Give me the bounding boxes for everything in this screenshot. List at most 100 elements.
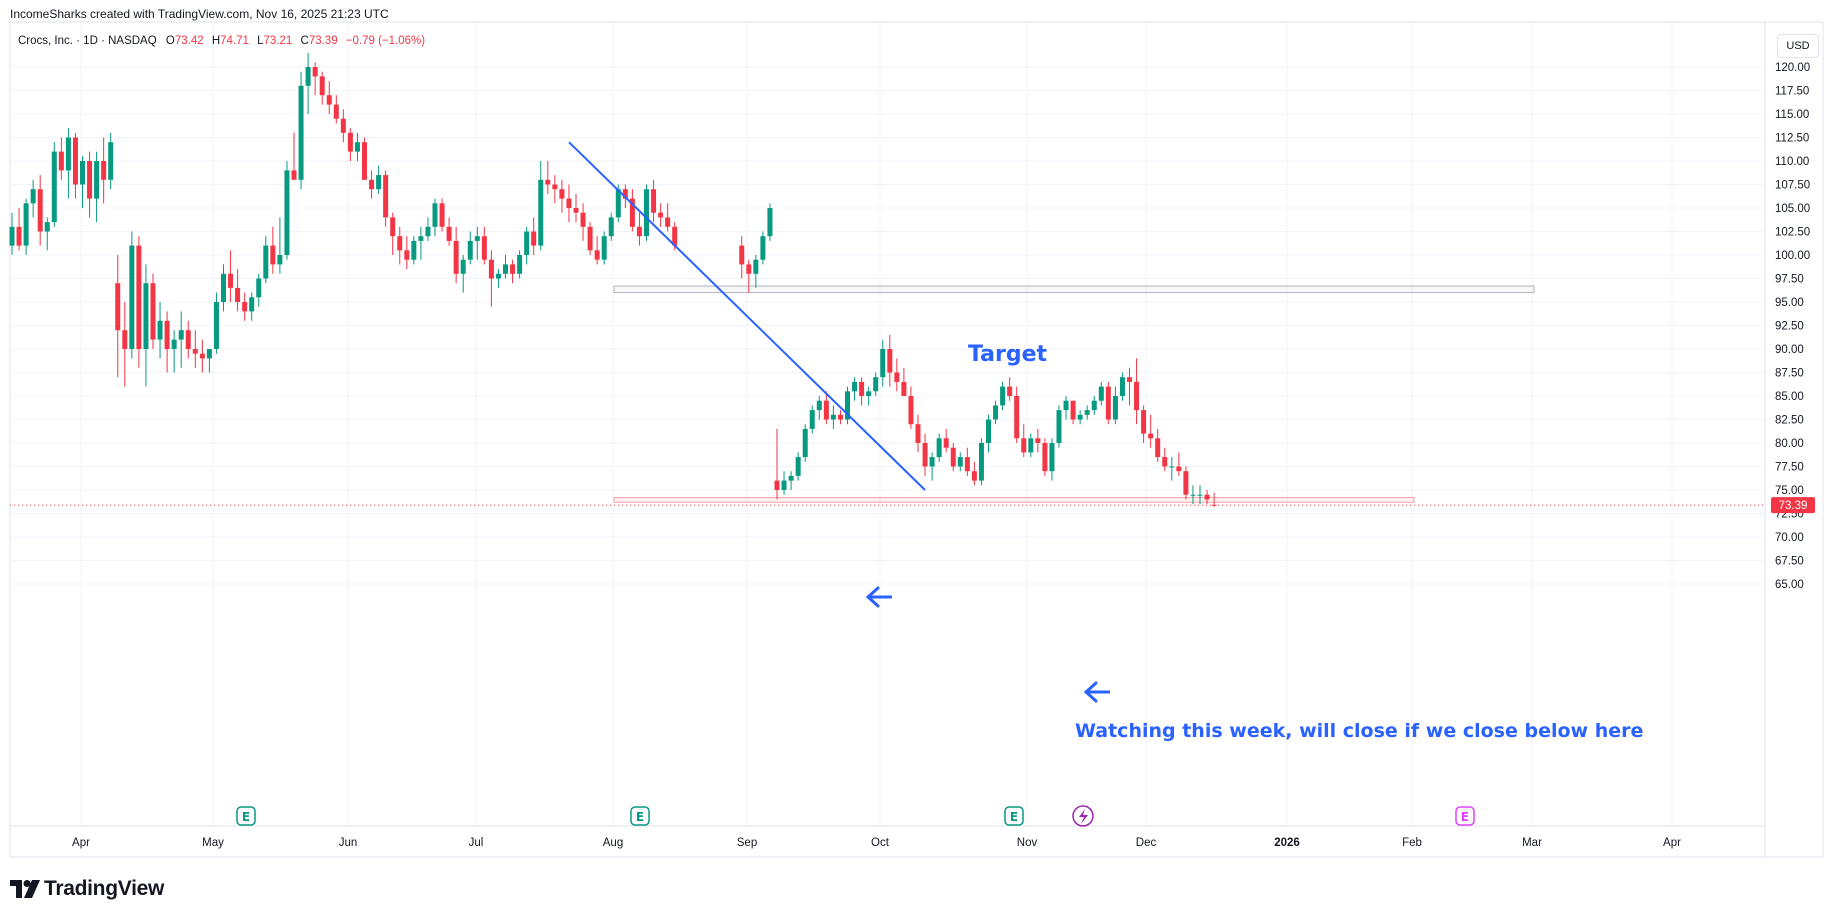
last-price-badge[interactable] (1771, 497, 1815, 514)
candle-body (760, 236, 766, 260)
candle-body (1155, 438, 1161, 458)
candle-body (629, 198, 635, 227)
earnings-icon-letter: E (1010, 810, 1018, 824)
candle-body (517, 255, 523, 274)
dividend-icon[interactable] (1072, 805, 1094, 827)
candle-body (1105, 386, 1111, 420)
candle-body (971, 471, 977, 481)
drawing-zones[interactable] (613, 285, 1535, 503)
candle-body (830, 414, 836, 420)
target-zone[interactable] (613, 285, 1535, 294)
candle-body (866, 391, 872, 396)
target-label[interactable]: Target (968, 342, 1048, 367)
candle-body (552, 184, 558, 190)
candle-body (1176, 466, 1182, 472)
candle-body (390, 217, 396, 237)
candle-body (9, 226, 15, 246)
arrow-support-head (1083, 681, 1098, 703)
candle-body (845, 391, 850, 420)
candle-body (171, 339, 177, 349)
candle-body (199, 353, 205, 359)
candle-body (242, 302, 248, 312)
candle-body (94, 161, 100, 199)
price-axis[interactable]: 65.0067.5070.0072.5075.0077.5080.0082.50… (1771, 62, 1815, 591)
candle-body (986, 419, 991, 443)
candle-body (601, 236, 607, 260)
price-tick-label: 70.00 (1775, 532, 1804, 544)
candle-body (594, 250, 600, 260)
time-tick-label: Jul (469, 837, 484, 849)
tradingview-logo[interactable]: TradingView (10, 877, 164, 901)
candle-body (326, 95, 332, 105)
candle-body (206, 349, 212, 359)
earnings-icon[interactable]: E (1004, 806, 1024, 826)
candle-body (636, 226, 642, 237)
arrow-breakout[interactable] (865, 586, 892, 608)
price-tick-label: 65.00 (1775, 579, 1804, 591)
candle-body (185, 330, 191, 349)
candle-body (587, 226, 593, 251)
candle-body (510, 264, 516, 274)
future-earnings-icon[interactable]: E (1455, 806, 1475, 826)
candle-body (1014, 396, 1020, 439)
candle-body (753, 259, 759, 274)
candle-body (404, 250, 410, 260)
candle-body (1021, 438, 1027, 453)
watch-annotation[interactable]: Watching this week, will close if we clo… (1075, 720, 1643, 742)
candle-body (221, 273, 226, 302)
open-label: O (165, 35, 175, 47)
high-label: H (211, 35, 221, 47)
candle-body (305, 67, 311, 86)
candle-body (235, 287, 241, 302)
candle-body (809, 410, 815, 429)
candle-body (823, 400, 829, 420)
time-axis[interactable]: Apr May Jun Jul Aug Sep Oct Nov Dec 2026 Feb Mar Apr (72, 837, 1681, 849)
candle-body (51, 151, 57, 223)
candle-body (936, 438, 942, 458)
price-tick-label: 112.50 (1775, 133, 1809, 145)
candle-body (1035, 438, 1041, 443)
time-tick-label: Mar (1522, 837, 1542, 849)
candle-body (538, 179, 544, 246)
time-tick-label: Dec (1136, 837, 1157, 849)
candle-body (129, 245, 135, 349)
candle-body (354, 142, 360, 152)
candle-body (270, 245, 276, 265)
candle-body (880, 349, 886, 378)
candle-body (894, 372, 900, 382)
earnings-icon[interactable]: E (630, 806, 650, 826)
candle-body (362, 142, 367, 180)
candle-body (746, 264, 752, 274)
candle-body (263, 245, 269, 279)
candle-body (1007, 386, 1013, 396)
candle-body (488, 259, 494, 279)
candle-body (1056, 410, 1062, 443)
candle-body (1197, 494, 1203, 496)
price-tick-label: 115.00 (1775, 109, 1809, 121)
candle-body (319, 76, 325, 96)
candle-body (16, 226, 22, 246)
arrow-support[interactable] (1083, 681, 1110, 703)
time-tick-label: Jun (339, 837, 358, 849)
candle-body (1077, 414, 1083, 420)
drawing-layer[interactable]: Target Watching this week, will close if … (10, 141, 1765, 742)
close-value: 73.39 (308, 35, 338, 47)
candle-body (298, 85, 304, 180)
currency-button[interactable]: USD (1777, 34, 1819, 58)
candle-body (333, 104, 339, 119)
dividend-icon-bolt (1079, 809, 1088, 824)
support-zone[interactable] (613, 497, 1415, 503)
candle-body (108, 142, 114, 180)
candle-body (178, 330, 184, 340)
candle-body (1091, 400, 1097, 411)
candle-body (901, 381, 907, 396)
candle-body (559, 189, 565, 199)
candle-body (1141, 410, 1147, 434)
symbol-label[interactable]: Crocs, Inc. · 1D · NASDAQ (18, 35, 157, 47)
earnings-icon[interactable]: E (236, 806, 256, 826)
price-tick-label: 110.00 (1775, 156, 1809, 168)
downtrend-line[interactable] (568, 141, 926, 491)
candle-body (957, 457, 963, 467)
